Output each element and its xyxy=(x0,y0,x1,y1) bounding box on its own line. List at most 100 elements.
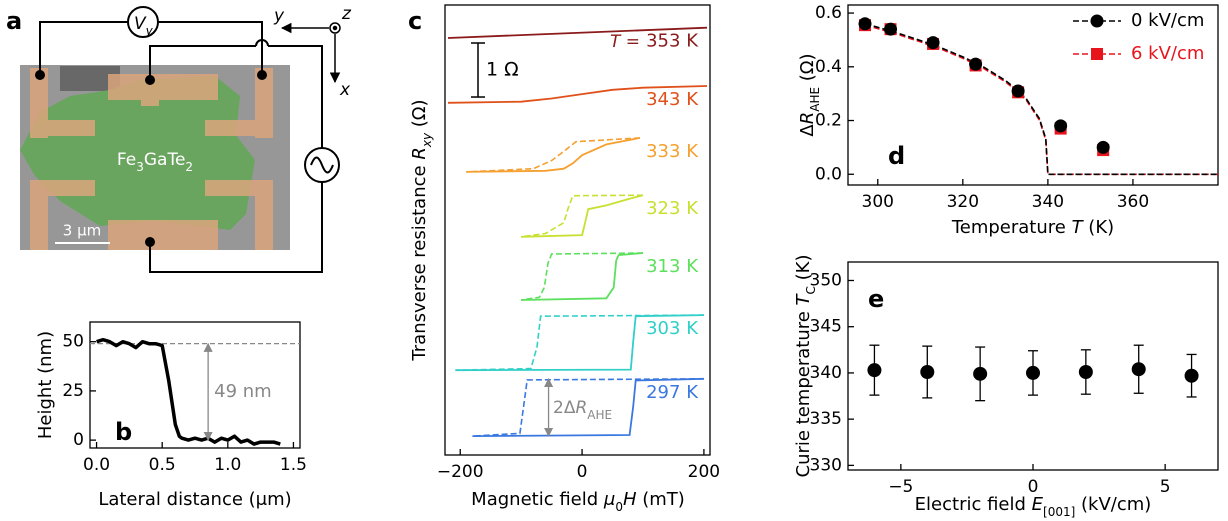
x-axis-label: Electric field E[001] (kV/cm) xyxy=(915,494,1152,519)
y-tick-label: 0.4 xyxy=(815,57,842,77)
label-part: Electric field xyxy=(915,494,1032,515)
marker xyxy=(920,365,935,380)
contacts xyxy=(35,70,267,247)
marker xyxy=(926,36,940,50)
material-part: Fe xyxy=(117,150,136,170)
sweep-up xyxy=(447,26,708,39)
label-sub: [001] xyxy=(1043,505,1075,519)
label-part: R xyxy=(575,398,587,418)
marker xyxy=(1096,140,1110,154)
loop-label: 303 K xyxy=(646,318,699,339)
y-tick-label: 345 xyxy=(810,317,842,337)
scale-bar xyxy=(471,42,485,98)
panel-label: c xyxy=(408,7,422,35)
label-sub: 0 xyxy=(615,500,623,514)
y-tick-label: 0.0 xyxy=(815,164,842,184)
material-label: Fe3GaTe2 xyxy=(117,150,193,174)
y-tick-label: 350 xyxy=(810,270,842,290)
x-tick-label: 0.5 xyxy=(149,455,176,475)
schematic: a Vy Fe3GaTe2 3 μm xyxy=(6,4,352,273)
voltmeter-sub: y xyxy=(145,24,154,38)
scale-bar-label: 1 Ω xyxy=(486,59,519,81)
label-part: 2Δ xyxy=(553,398,576,418)
x-tick-label: 340 xyxy=(1032,192,1064,212)
x-tick-label: 300 xyxy=(862,192,894,212)
scale-bar-label: 3 μm xyxy=(63,222,101,240)
marker xyxy=(1054,119,1068,133)
sweep-up xyxy=(466,137,641,173)
sweep-up xyxy=(521,194,644,238)
profile-line xyxy=(96,337,281,446)
y-tick-label: 340 xyxy=(810,363,842,383)
marker xyxy=(969,57,983,71)
axis-z-label: z xyxy=(341,4,352,24)
label-part: H xyxy=(623,489,637,510)
marker xyxy=(1026,365,1040,380)
voltmeter-label: Vy xyxy=(134,14,154,38)
label-sub: AHE xyxy=(587,408,612,422)
y-axis-label: Height (nm) xyxy=(35,331,56,439)
sweep-down xyxy=(455,314,704,371)
label-part: Δ xyxy=(797,124,818,137)
marker xyxy=(884,22,898,36)
label-part: (K) xyxy=(793,254,814,286)
sweep-up xyxy=(472,377,704,437)
label-part: Transverse resistance xyxy=(409,160,430,362)
label-part: Temperature xyxy=(951,217,1072,238)
x-tick-label: 0 xyxy=(1028,477,1039,497)
x-axis-label: Temperature T (K) xyxy=(951,217,1114,238)
x-tick-label: 0.0 xyxy=(83,455,110,475)
marker xyxy=(867,363,882,378)
sweep-down xyxy=(520,252,644,301)
x-tick-label: 0 xyxy=(577,462,588,482)
loop-label: 353 K xyxy=(646,31,699,52)
x-axis-label: Magnetic field μ0H (mT) xyxy=(471,489,685,514)
label-part: E xyxy=(1032,494,1044,515)
sweep-down xyxy=(472,378,704,437)
sweep-up xyxy=(447,85,708,104)
y-tick-label: 0 xyxy=(73,430,84,450)
panel-label: e xyxy=(868,285,884,313)
electrodes xyxy=(30,68,273,250)
label-part: T xyxy=(1072,217,1085,238)
axis-y-label: y xyxy=(273,6,285,26)
axes-frame xyxy=(847,4,1219,186)
label-part: (mT) xyxy=(637,489,685,510)
x-tick-label: 360 xyxy=(1117,192,1149,212)
legend-marker xyxy=(1091,48,1103,60)
x-tick-label: 1.0 xyxy=(214,455,241,475)
axes-frame xyxy=(89,321,301,449)
label-part: (Ω) xyxy=(797,53,818,87)
marker xyxy=(973,366,988,381)
marker xyxy=(1131,362,1146,377)
y-tick-label: 0.2 xyxy=(815,111,842,131)
y-tick-label: 50 xyxy=(62,332,84,352)
label-part: (K) xyxy=(1083,217,1115,238)
marker xyxy=(858,17,872,31)
label-part: T xyxy=(610,32,622,52)
temperature-prefix: T = xyxy=(610,32,640,52)
x-tick-label: 320 xyxy=(947,192,979,212)
loop-label: 297 K xyxy=(646,382,699,403)
loop-label: 333 K xyxy=(646,141,699,162)
material-sub: 2 xyxy=(185,160,193,174)
marker xyxy=(1011,84,1025,98)
annotation-label: 49 nm xyxy=(214,381,272,402)
y-axis-label: ΔRAHE (Ω) xyxy=(797,53,822,136)
circuit xyxy=(39,6,340,273)
label-part: Curie temperature xyxy=(793,305,814,477)
label-part: R xyxy=(409,147,430,160)
x-tick-label: 200 xyxy=(688,462,720,482)
marker xyxy=(1184,368,1199,383)
y-tick-label: 0.6 xyxy=(815,3,842,23)
fit-line xyxy=(864,23,1218,176)
x-tick-label: 5 xyxy=(1160,477,1171,497)
voltmeter-symbol: V xyxy=(134,14,147,34)
y-tick-label: 330 xyxy=(810,455,842,475)
sweep-down xyxy=(520,194,644,238)
x-axis-label: Lateral distance (μm) xyxy=(98,489,291,510)
label-part: T xyxy=(793,292,814,305)
label-part: Magnetic field xyxy=(471,489,604,510)
panel-label: d xyxy=(888,142,905,170)
